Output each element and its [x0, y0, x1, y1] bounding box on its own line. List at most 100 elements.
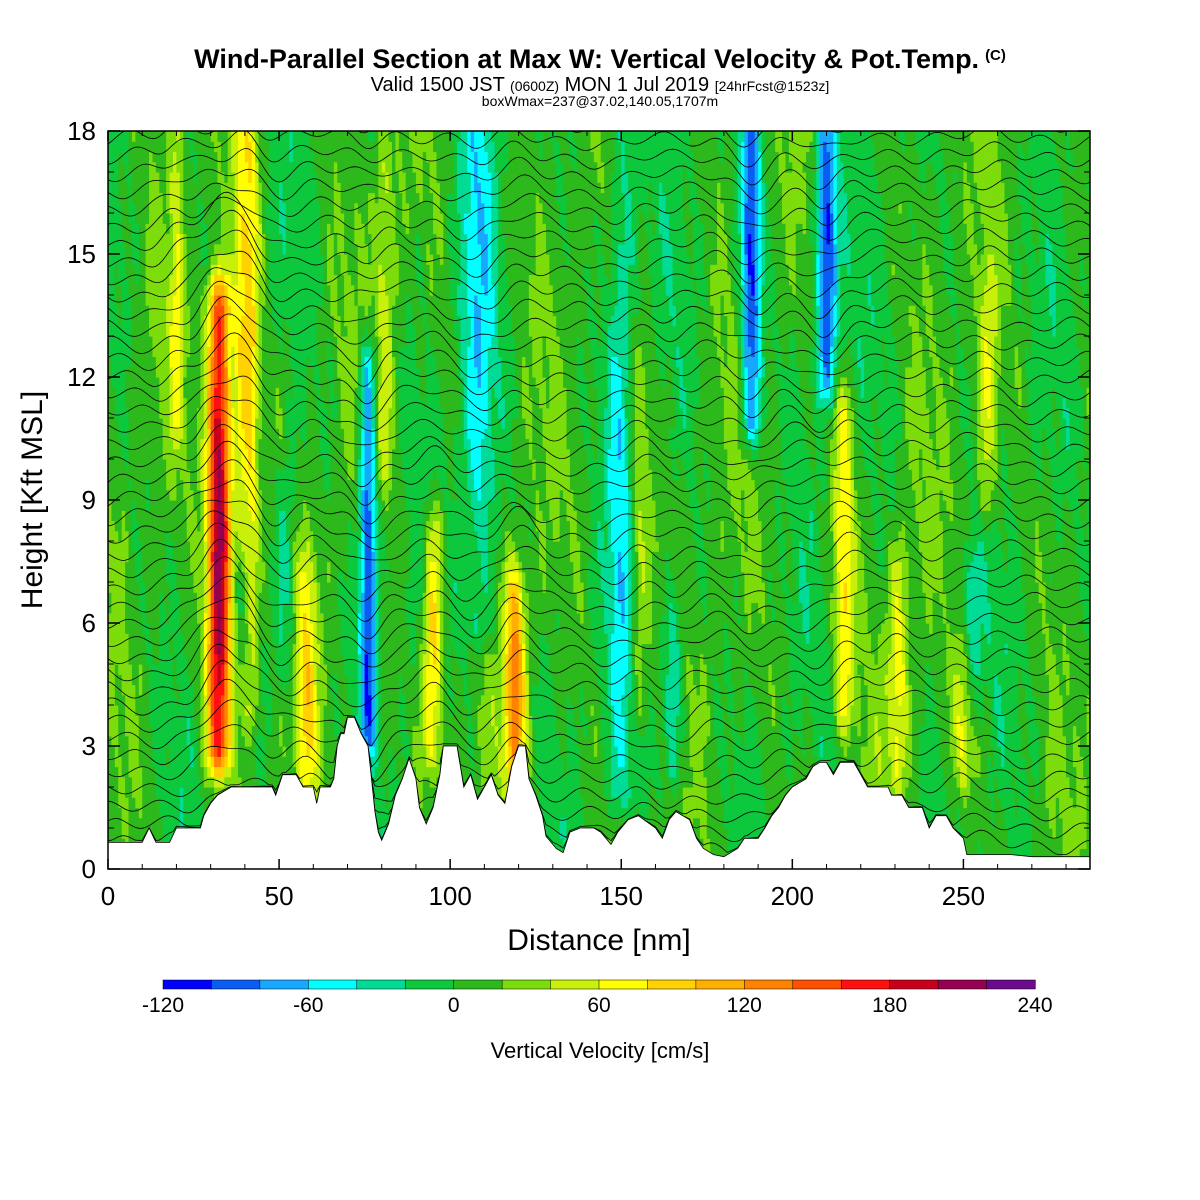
field-cell: [214, 397, 219, 409]
field-cell: [138, 397, 143, 409]
field-cell: [292, 223, 297, 235]
field-cell: [155, 387, 160, 399]
field-cell: [231, 766, 236, 778]
field-cell: [344, 674, 349, 686]
field-cell: [183, 151, 188, 163]
field-cell: [258, 366, 263, 378]
field-cell: [241, 500, 246, 511]
field-cell: [316, 202, 321, 214]
field-cell: [152, 213, 157, 224]
field-cell: [152, 264, 157, 276]
field-cell: [224, 233, 229, 245]
field-cell: [193, 418, 198, 429]
field-cell: [214, 325, 219, 337]
field-cell: [292, 397, 297, 409]
field-cell: [190, 623, 195, 634]
field-cell: [296, 284, 301, 296]
field-cell: [200, 233, 205, 245]
field-cell: [145, 274, 150, 286]
field-cell: [323, 438, 328, 450]
field-cell: [179, 387, 184, 399]
field-cell: [200, 397, 205, 409]
field-cell: [169, 387, 174, 399]
field-cell: [183, 161, 188, 173]
field-cell: [299, 756, 304, 768]
field-cell: [118, 233, 123, 245]
field-cell: [238, 571, 243, 583]
field-cell: [279, 223, 284, 235]
field-cell: [190, 684, 195, 696]
field-cell: [125, 541, 130, 552]
field-cell: [196, 510, 201, 522]
field-cell: [173, 797, 178, 809]
field-cell: [169, 807, 174, 819]
field-cell: [261, 612, 266, 624]
field-cell: [306, 377, 311, 388]
field-cell: [145, 623, 150, 634]
field-cell: [241, 274, 246, 286]
field-cell: [326, 623, 331, 634]
field-cell: [231, 418, 236, 429]
field-cell: [244, 182, 249, 194]
field-cell: [159, 797, 164, 809]
field-cell: [162, 694, 167, 706]
field-cell: [258, 479, 263, 491]
field-cell: [320, 561, 325, 573]
field-cell: [333, 131, 338, 142]
field-cell: [234, 530, 239, 542]
field-cell: [265, 397, 270, 409]
field-cell: [227, 602, 232, 614]
field-cell: [333, 387, 338, 399]
field-cell: [330, 254, 335, 265]
field-cell: [196, 161, 201, 173]
field-cell: [114, 776, 119, 788]
field-cell: [128, 336, 133, 347]
field-cell: [309, 131, 314, 142]
field-cell: [258, 459, 263, 470]
field-cell: [135, 182, 140, 194]
field-cell: [217, 243, 222, 255]
field-cell: [285, 571, 290, 583]
field-cell: [108, 807, 113, 819]
field-cell: [303, 694, 308, 706]
field-cell: [135, 828, 140, 839]
field-cell: [131, 131, 136, 142]
field-cell: [138, 510, 143, 522]
field-cell: [111, 366, 116, 378]
field-cell: [155, 315, 160, 327]
field-cell: [320, 715, 325, 727]
field-cell: [289, 725, 294, 737]
field-cell: [248, 428, 253, 440]
field-cell: [241, 530, 246, 542]
field-cell: [337, 284, 342, 296]
field-cell: [224, 295, 229, 306]
field-cell: [330, 213, 335, 224]
field-cell: [296, 551, 301, 563]
field-cell: [200, 346, 205, 358]
field-cell: [166, 202, 171, 214]
field-cell: [217, 715, 222, 727]
field-cell: [282, 612, 287, 624]
field-cell: [234, 243, 239, 255]
field-cell: [258, 694, 263, 706]
field-cell: [337, 141, 342, 153]
field-cell: [255, 664, 260, 675]
field-cell: [303, 664, 308, 675]
field-cell: [176, 346, 181, 358]
field-cell: [272, 746, 277, 757]
field-cell: [200, 571, 205, 583]
field-cell: [210, 489, 215, 501]
field-cell: [241, 643, 246, 655]
field-cell: [279, 592, 284, 604]
field-cell: [316, 746, 321, 757]
field-cell: [323, 592, 328, 604]
field-cell: [330, 161, 335, 173]
field-cell: [279, 377, 284, 388]
field-cell: [114, 202, 119, 214]
field-cell: [248, 254, 253, 265]
field-cell: [227, 305, 232, 317]
field-cell: [145, 756, 150, 768]
field-cell: [142, 828, 147, 839]
field-cell: [190, 336, 195, 347]
field-cell: [234, 766, 239, 778]
